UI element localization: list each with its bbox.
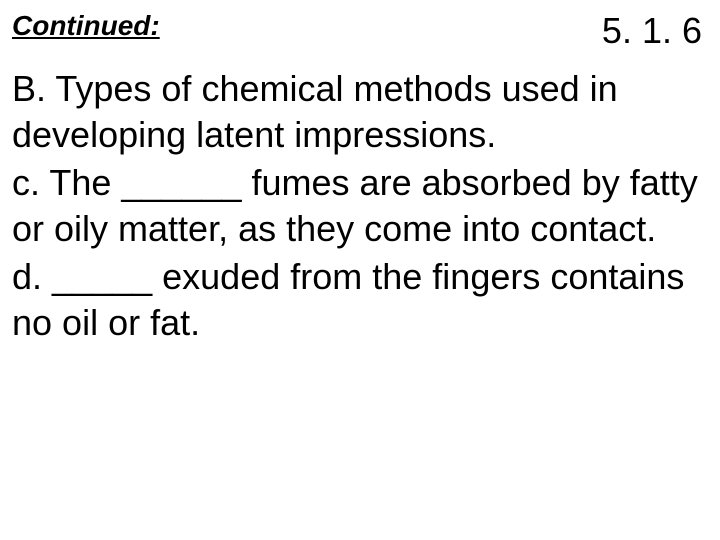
- heading-text: B. Types of chemical methods used in dev…: [12, 66, 708, 158]
- point-c-text: c. The ______ fumes are absorbed by fatt…: [12, 160, 708, 252]
- slide-header: Continued: 5. 1. 6: [12, 10, 708, 52]
- slide-body: B. Types of chemical methods used in dev…: [12, 66, 708, 346]
- point-d-text: d. _____ exuded from the fingers contain…: [12, 254, 708, 346]
- section-number: 5. 1. 6: [602, 10, 708, 52]
- continued-label: Continued:: [12, 10, 160, 42]
